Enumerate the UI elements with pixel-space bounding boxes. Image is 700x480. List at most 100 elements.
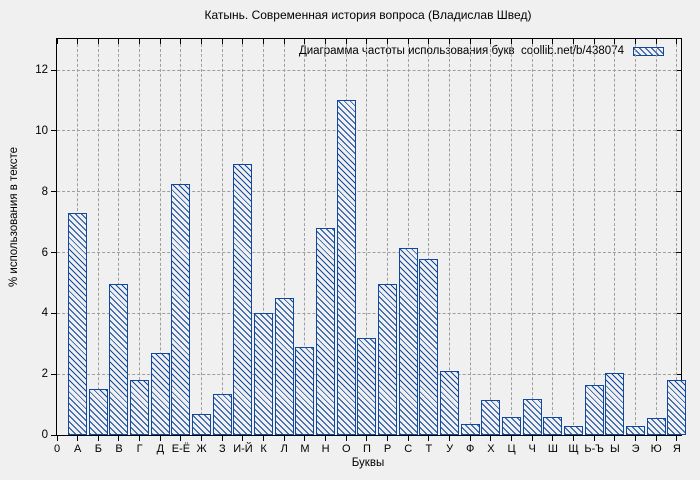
x-tick-bottom — [159, 435, 161, 441]
x-gridline — [676, 39, 678, 435]
x-tick-top — [263, 39, 265, 44]
x-gridline — [159, 39, 161, 435]
x-tick-label: Р — [383, 443, 392, 455]
bar-Щ — [564, 426, 584, 435]
x-tick-top — [304, 39, 306, 44]
y-tick-right — [676, 312, 681, 314]
y-tick-label: 8 — [41, 185, 48, 198]
x-tick-label: Ч — [528, 443, 536, 455]
x-tick-top — [655, 39, 657, 44]
bar-К — [254, 313, 274, 435]
x-tick-top — [407, 39, 409, 44]
x-tick-label: Ш — [547, 443, 558, 455]
x-tick-top — [676, 39, 678, 44]
x-tick-bottom — [573, 435, 575, 441]
x-tick-top — [242, 39, 244, 44]
bar-М — [295, 347, 315, 435]
legend-swatch-hatch — [633, 46, 664, 56]
x-tick-bottom — [407, 435, 409, 441]
x-tick-top — [593, 39, 595, 44]
x-tick-top — [614, 39, 616, 44]
x-tick-top — [366, 39, 368, 44]
x-tick-label: Е-Ё — [171, 443, 191, 455]
x-tick-top — [159, 39, 161, 44]
x-tick-top — [118, 39, 120, 44]
bar-Ч — [522, 399, 542, 435]
bar-С — [398, 248, 418, 435]
x-tick-label: Г — [136, 443, 143, 455]
x-tick-label: В — [115, 443, 123, 455]
x-gridline — [118, 39, 120, 435]
x-tick-label: Э — [631, 443, 640, 455]
x-tick-bottom — [366, 435, 368, 441]
x-tick-label: П — [362, 443, 371, 455]
bar-Р — [378, 284, 398, 435]
bar-П — [357, 338, 377, 435]
y-tick-right — [676, 434, 681, 436]
x-tick-bottom — [263, 435, 265, 441]
x-tick-top — [635, 39, 637, 44]
x-tick-label: Л — [280, 443, 288, 455]
x-gridline — [283, 39, 285, 435]
bar-А — [68, 213, 88, 435]
x-tick-top — [469, 39, 471, 44]
x-tick-top — [387, 39, 389, 44]
bar-Т — [419, 259, 439, 435]
bar-О — [336, 100, 356, 435]
x-tick-label: Ц — [507, 443, 516, 455]
x-tick-top — [221, 39, 223, 44]
y-gridline — [57, 130, 681, 132]
x-gridline — [221, 39, 223, 435]
x-tick-bottom — [449, 435, 451, 441]
x-tick-bottom — [511, 435, 513, 441]
x-tick-top — [56, 39, 58, 44]
x-tick-bottom — [201, 435, 203, 441]
x-gridline — [97, 39, 99, 435]
x-tick-top — [97, 39, 99, 44]
x-tick-bottom — [118, 435, 120, 441]
bar-Ш — [543, 417, 563, 435]
y-tick-right — [676, 252, 681, 253]
y-gridline — [57, 312, 681, 314]
y-gridline — [57, 252, 681, 253]
y-tick-label: 2 — [41, 368, 48, 381]
x-tick-label: З — [218, 443, 226, 455]
x-tick-top — [180, 39, 182, 44]
x-gridline — [407, 39, 409, 435]
y-tick-left — [51, 69, 57, 71]
x-tick-label: А — [73, 443, 82, 455]
bar-З — [212, 394, 232, 435]
bar-Ы — [605, 373, 625, 435]
bar-И-Й — [233, 164, 253, 435]
x-tick-bottom — [97, 435, 99, 441]
x-tick-bottom — [242, 435, 244, 441]
x-tick-bottom — [283, 435, 285, 441]
x-tick-label: С — [404, 443, 413, 455]
x-tick-label: Ю — [650, 443, 662, 455]
bar-У — [440, 371, 460, 435]
bar-Н — [316, 228, 336, 435]
y-tick-right — [676, 69, 681, 71]
x-tick-bottom — [304, 435, 306, 441]
x-tick-top — [201, 39, 203, 44]
x-tick-label: Н — [321, 443, 330, 455]
x-tick-bottom — [428, 435, 430, 441]
plot-area: Диаграмма частоты использования букв coo… — [35, 38, 687, 455]
x-tick-label: Т — [425, 443, 433, 455]
y-axis-title: % использования в тексте — [8, 146, 20, 288]
bar-Ь-Ъ — [584, 385, 604, 435]
y-gridline — [57, 191, 681, 193]
x-gridline — [573, 39, 575, 435]
x-tick-label: Ф — [466, 443, 475, 455]
x-tick-top — [345, 39, 347, 44]
bar-Х — [481, 400, 501, 435]
x-gridline — [614, 39, 616, 435]
x-tick-label: К — [260, 443, 267, 455]
x-tick-label: Щ — [568, 443, 579, 455]
bar-Г — [130, 380, 150, 435]
y-tick-right — [676, 373, 681, 375]
x-tick-top — [531, 39, 533, 44]
x-tick-label: Ж — [196, 443, 207, 455]
x-tick-label: М — [300, 443, 310, 455]
